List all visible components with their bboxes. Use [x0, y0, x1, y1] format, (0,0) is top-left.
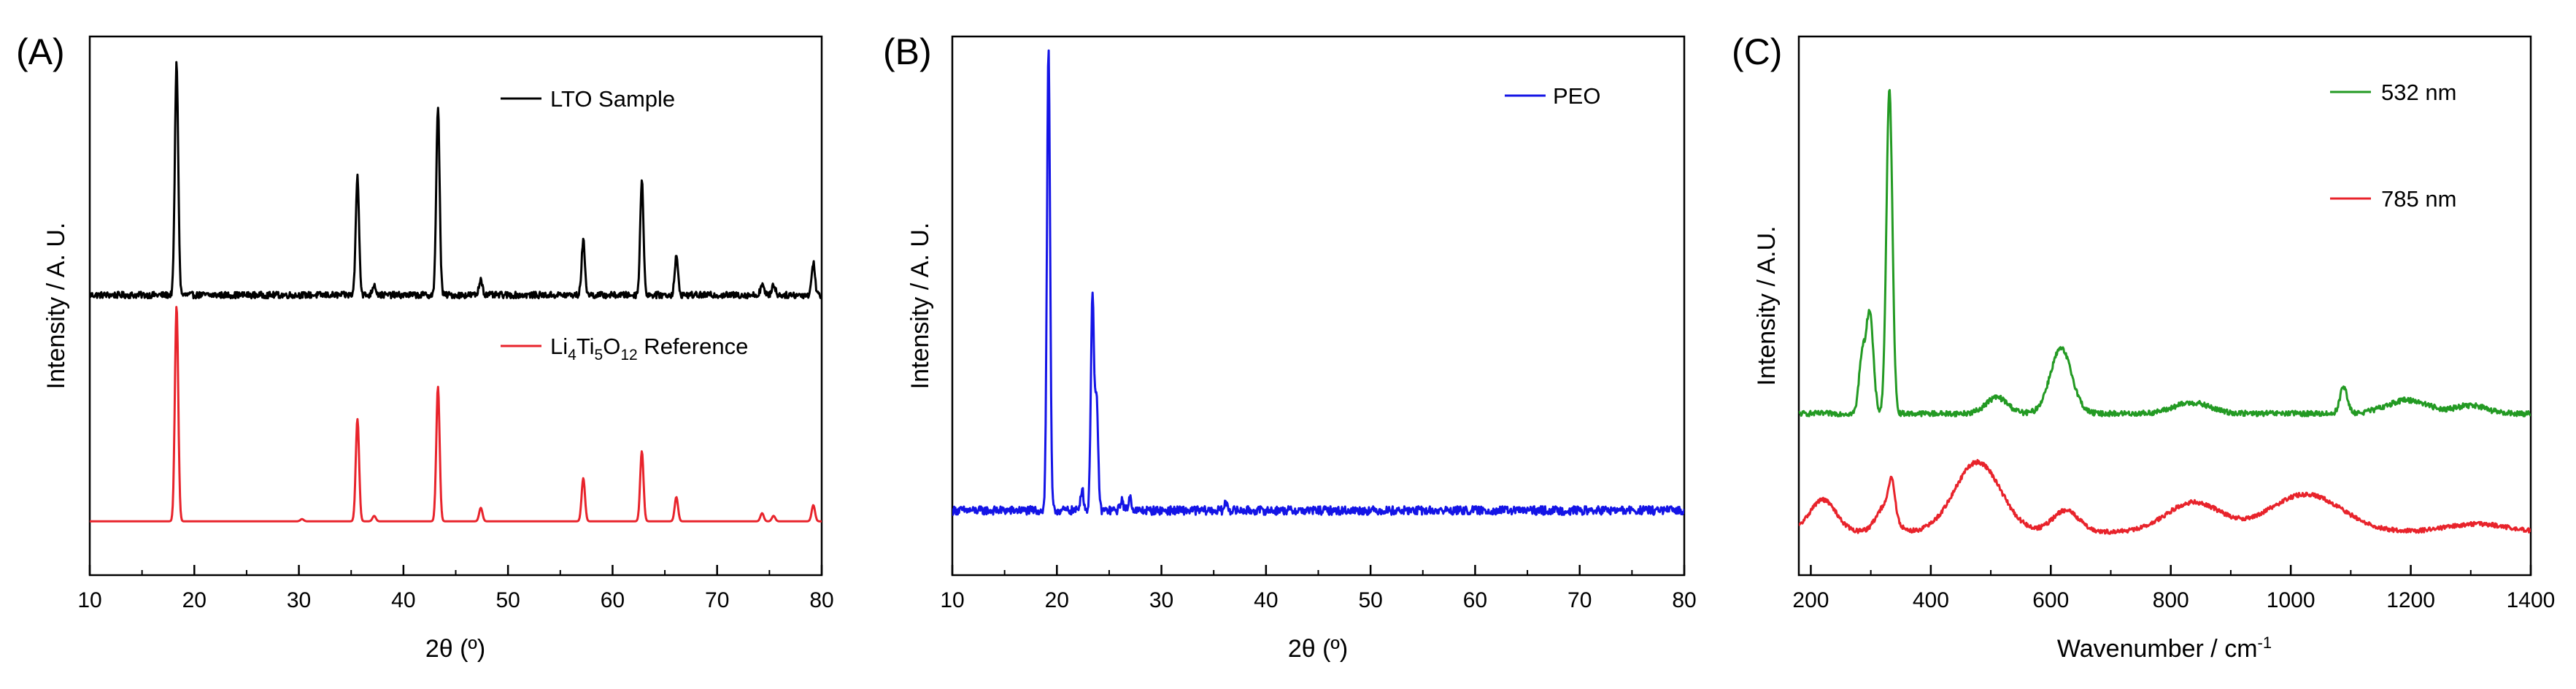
panel-a: (A) 10 20 30 40 50 60 70 80 2θ (º) Intensity / …: [16, 31, 834, 663]
series-line-532-nm: [1799, 88, 2531, 417]
x-tick-label: 70: [705, 588, 729, 612]
legend-label-lto-sample: LTO Sample: [550, 86, 675, 112]
x-axis-ticks-b: 10 20 30 40 50 60 70 80: [940, 565, 1697, 612]
panel-b: (B) 10 20 30 40 50 60 70 80 2θ (º) Intensity / …: [883, 31, 1697, 663]
x-tick-label: 1400: [2507, 588, 2556, 612]
x-axis-title-a: 2θ (º): [425, 635, 485, 663]
x-tick-label: 1000: [2267, 588, 2315, 612]
y-axis-title-b: Intensity / A. U.: [906, 223, 934, 390]
y-axis-title-a: Intensity / A. U.: [42, 223, 70, 390]
x-tick-label: 20: [182, 588, 207, 612]
panel-label-b: (B): [883, 31, 932, 72]
x-tick-label: 10: [940, 588, 964, 612]
x-tick-label: 400: [1913, 588, 1949, 612]
x-tick-label: 1200: [2386, 588, 2435, 612]
x-tick-label: 30: [1149, 588, 1173, 612]
x-axis-title-b: 2θ (º): [1288, 635, 1348, 663]
x-tick-label: 50: [495, 588, 520, 612]
series-line-li4ti5o12-reference: [90, 306, 822, 523]
panel-label-c: (C): [1732, 31, 1782, 72]
x-tick-label: 40: [1254, 588, 1278, 612]
plot-frame-b: [951, 35, 1686, 577]
legend-c: 532 nm 785 nm: [2330, 80, 2456, 212]
series-line-785-nm: [1799, 458, 2531, 535]
x-tick-label: 80: [1672, 588, 1696, 612]
plot-frame-c: [1797, 35, 2532, 577]
legend-a: LTO Sample Li4Ti5O12 Reference: [501, 86, 748, 363]
y-axis-title-c: Intensity / A.U.: [1753, 226, 1781, 385]
panel-label-a: (A): [16, 31, 65, 72]
x-tick-label: 30: [287, 588, 311, 612]
x-tick-label: 60: [601, 588, 625, 612]
x-axis-ticks-c: 200 400 600 800 1000 1200 1400: [1792, 565, 2555, 612]
x-axis-title-c: Wavenumber / cm-1: [2057, 634, 2272, 663]
x-tick-label: 800: [2153, 588, 2189, 612]
legend-label-li4ti5o12-reference: Li4Ti5O12 Reference: [550, 334, 748, 363]
series-line-peo: [952, 49, 1684, 516]
x-tick-label: 600: [2032, 588, 2069, 612]
legend-label-peo: PEO: [1553, 83, 1600, 109]
x-tick-label: 60: [1463, 588, 1487, 612]
x-tick-label: 80: [809, 588, 833, 612]
x-axis-ticks-a: 10 20 30 40 50 60 70 80: [77, 565, 834, 612]
panel-c: (C) 200 400 600 800 1000 1200 1400 Wavenumber …: [1732, 31, 2555, 663]
x-tick-label: 20: [1045, 588, 1069, 612]
x-tick-label: 10: [77, 588, 101, 612]
x-tick-label: 50: [1358, 588, 1382, 612]
x-tick-label: 70: [1567, 588, 1592, 612]
legend-b: PEO: [1505, 83, 1600, 109]
series-line-lto-sample: [90, 61, 822, 300]
x-tick-label: 40: [391, 588, 415, 612]
legend-label-785-nm: 785 nm: [2381, 186, 2456, 212]
legend-label-532-nm: 532 nm: [2381, 80, 2456, 105]
plot-frame-a: [88, 35, 823, 577]
x-tick-label: 200: [1792, 588, 1829, 612]
